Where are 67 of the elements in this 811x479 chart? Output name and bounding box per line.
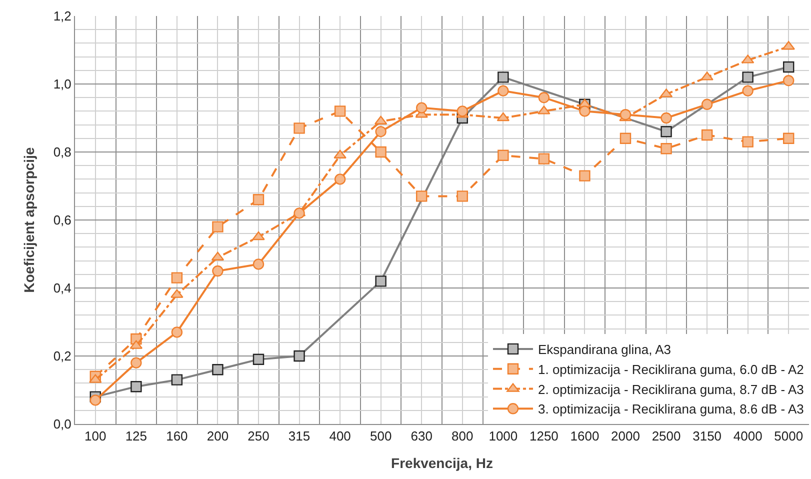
legend-label: Ekspandirana glina, A3 bbox=[538, 342, 671, 358]
x-tick-label: 1600 bbox=[570, 428, 600, 444]
point bbox=[579, 106, 590, 117]
point bbox=[498, 85, 509, 96]
point bbox=[620, 109, 632, 120]
point bbox=[212, 265, 224, 277]
point bbox=[498, 150, 509, 161]
point bbox=[171, 272, 183, 284]
point bbox=[294, 122, 305, 134]
point bbox=[742, 136, 754, 148]
point bbox=[620, 132, 632, 144]
x-tick-label: 4000 bbox=[733, 428, 762, 444]
x-tick-label: 800 bbox=[452, 428, 474, 444]
point bbox=[538, 92, 550, 104]
point bbox=[375, 126, 386, 138]
point bbox=[294, 208, 305, 219]
point bbox=[334, 106, 346, 117]
y-tick-label: 0,6 bbox=[53, 212, 72, 228]
x-tick-label: 5000 bbox=[774, 428, 804, 444]
x-tick-label: 2000 bbox=[611, 428, 640, 444]
point bbox=[496, 112, 510, 122]
point bbox=[701, 98, 713, 110]
point bbox=[538, 153, 550, 164]
point bbox=[212, 221, 224, 232]
x-axis-title: Frekvencija, Hz bbox=[391, 454, 493, 471]
point bbox=[252, 258, 264, 270]
point bbox=[416, 102, 428, 114]
point bbox=[579, 170, 590, 182]
point bbox=[783, 75, 794, 86]
point bbox=[130, 357, 142, 368]
point bbox=[456, 190, 468, 202]
y-axis-title: Koeficijent apsorpcije bbox=[20, 147, 37, 293]
x-tick-label: 500 bbox=[370, 428, 392, 444]
y-tick-label: 0,4 bbox=[53, 280, 72, 296]
x-tick-label: 1000 bbox=[488, 428, 518, 444]
legend-label: 3. optimizacija - Reciklirana guma, 8.6 dB - A3 bbox=[538, 402, 804, 417]
point bbox=[742, 85, 754, 96]
x-tick-label: 200 bbox=[206, 428, 229, 444]
point bbox=[252, 194, 264, 206]
y-tick-label: 0,2 bbox=[53, 348, 72, 364]
point bbox=[416, 190, 428, 202]
x-tick-label: 3150 bbox=[692, 428, 722, 444]
y-tick-label: 0,8 bbox=[53, 144, 72, 160]
x-tick-label: 100 bbox=[84, 428, 106, 444]
point bbox=[90, 394, 101, 406]
legend-label: 2. optimizacija - Reciklirana guma, 8.7 dB - A3 bbox=[538, 382, 804, 397]
point bbox=[660, 112, 672, 124]
x-tick-label: 1250 bbox=[529, 428, 558, 444]
point bbox=[660, 143, 672, 154]
y-tick-label: 1,0 bbox=[53, 76, 72, 92]
legend-label: 1. optimizacija - Reciklirana guma, 6.0 dB - A2 bbox=[538, 362, 804, 377]
x-tick-label: 125 bbox=[125, 428, 148, 444]
point bbox=[171, 326, 183, 338]
x-tick-label: 250 bbox=[248, 428, 270, 444]
point bbox=[375, 146, 386, 158]
x-tick-label: 2500 bbox=[652, 428, 681, 444]
point bbox=[701, 129, 713, 141]
y-tick-label: 1,2 bbox=[53, 8, 72, 24]
point bbox=[252, 231, 265, 240]
point bbox=[334, 174, 346, 185]
x-tick-label: 630 bbox=[410, 428, 432, 444]
x-tick-label: 400 bbox=[329, 428, 351, 444]
y-tick-label: 0,0 bbox=[53, 416, 72, 432]
x-tick-label: 315 bbox=[288, 428, 310, 444]
x-tick-label: 160 bbox=[166, 428, 188, 444]
point bbox=[783, 132, 794, 144]
point bbox=[456, 106, 468, 117]
